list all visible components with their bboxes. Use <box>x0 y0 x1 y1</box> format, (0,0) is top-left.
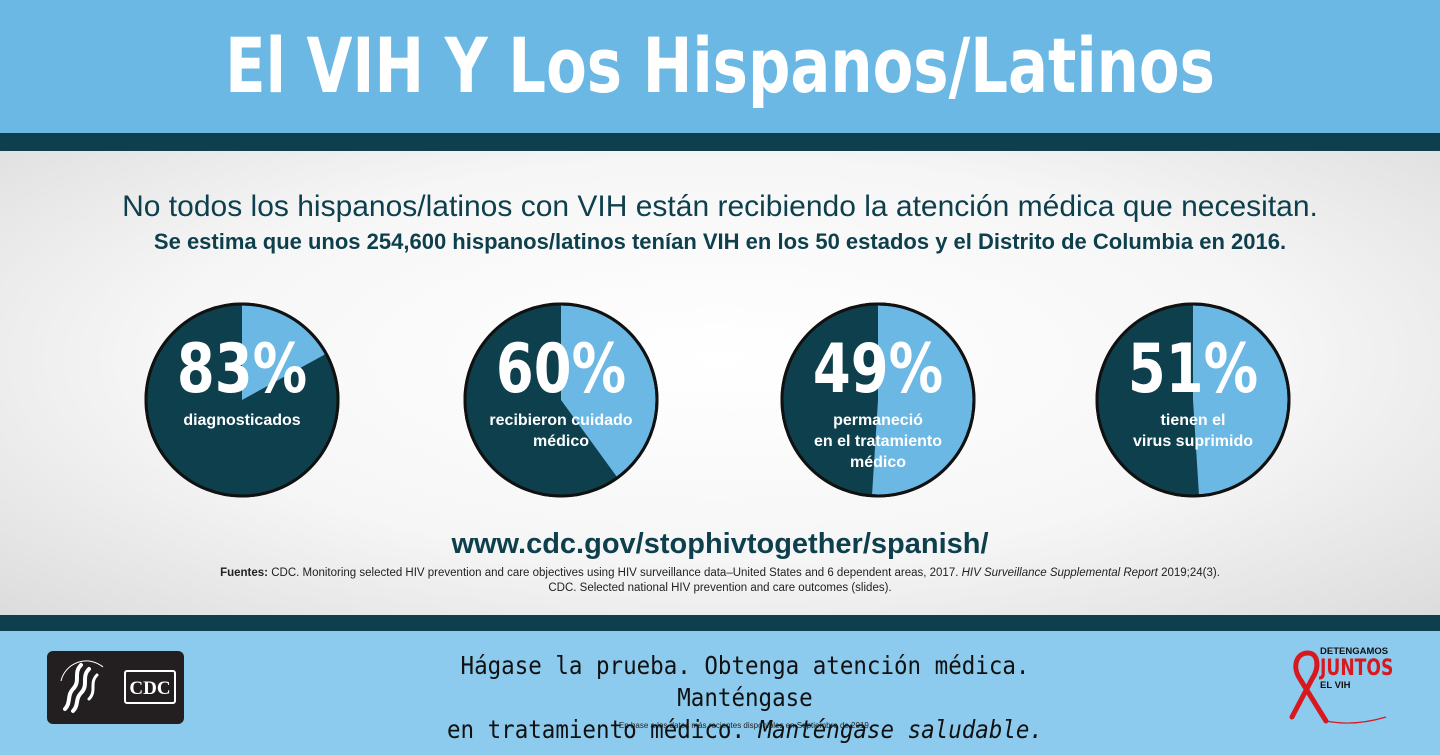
cdc-logo: CDC <box>124 670 176 704</box>
stat-percent: 83% <box>176 330 308 409</box>
stat-circle-2: 60% recibieron cuidado médico <box>458 302 664 498</box>
stat-label: tienen el virus suprimido <box>1090 410 1296 452</box>
slogan-line2-italic: Manténgase saludable. <box>758 715 1044 744</box>
pie-outline-2 <box>463 302 659 498</box>
divider-bottom <box>0 615 1440 631</box>
sources-line1-italic: HIV Surveillance Supplemental Report <box>961 567 1158 579</box>
hhs-seal-icon <box>60 660 104 713</box>
stat-label-line: médico <box>532 433 589 450</box>
stat-label-line: diagnosticados <box>183 412 301 429</box>
stat-label-line: recibieron cuidado <box>489 412 633 429</box>
slogan: Hágase la prueba. Obtenga atención médic… <box>417 650 1074 746</box>
stat-percent: 60% <box>495 330 627 409</box>
stat-circle-3: 49% permaneció en el tratamiento médico <box>775 302 981 498</box>
red-ribbon-icon <box>1289 650 1387 724</box>
pie-sector-2 <box>465 304 618 496</box>
stat-label-line: tienen el <box>1160 412 1226 429</box>
data-footnote: En base a los datos más recientes dispon… <box>618 721 872 730</box>
sources-line2: CDC. Selected national HIV prevention an… <box>548 582 892 594</box>
stat-circle-4: 51% tienen el virus suprimido <box>1090 302 1296 498</box>
pie-outline-3 <box>780 302 976 498</box>
hhs-cdc-logo: CDC <box>47 651 184 724</box>
divider-top <box>0 133 1440 151</box>
stat-label: recibieron cuidado médico <box>458 410 664 452</box>
sources-label: Fuentes: <box>220 567 268 579</box>
intro-text: No todos los hispanos/latinos con VIH es… <box>122 190 1318 223</box>
sources-line1-post: 2019;24(3). <box>1161 567 1220 579</box>
pie-outline-1 <box>144 302 340 498</box>
intro-estimate: Se estima que unos 254,600 hispanos/lati… <box>153 229 1287 254</box>
campaign-word-1: DETENGAMOS <box>1320 646 1389 657</box>
stat-circle-1: 83% diagnosticados <box>139 302 345 498</box>
pie-sector-3 <box>782 304 878 496</box>
page-title: El VIH Y Los Hispanos/Latinos <box>225 21 1215 110</box>
stat-label-line: virus suprimido <box>1132 433 1254 450</box>
footer-banner <box>0 631 1440 755</box>
campaign-logo: DETENGAMOS JUNTOS EL VIH <box>1320 647 1400 690</box>
stat-label: diagnosticados <box>139 410 345 431</box>
pie-outline-4 <box>1095 302 1291 498</box>
stat-label-line: en el tratamiento <box>813 433 943 450</box>
stat-label: permaneció en el tratamiento médico <box>775 410 981 473</box>
slogan-line1: Hágase la prueba. Obtenga atención médic… <box>460 651 1030 712</box>
stat-percent: 51% <box>1127 330 1259 409</box>
pie-sector-1 <box>146 304 338 496</box>
sources: Fuentes: CDC. Monitoring selected HIV pr… <box>0 566 1440 596</box>
stat-label-line: médico <box>849 454 906 471</box>
stat-pie-4 <box>1095 302 1291 498</box>
stat-percent: 49% <box>812 330 944 409</box>
campaign-word-2: JUNTOS <box>1320 655 1394 681</box>
stat-pie-1 <box>144 302 340 498</box>
slogan-line2-plain: en tratamiento médico. <box>446 715 745 744</box>
campaign-word-3: EL VIH <box>1320 679 1351 691</box>
website-link[interactable]: www.cdc.gov/stophivtogether/spanish/ <box>451 528 989 560</box>
stat-pie-2 <box>463 302 659 498</box>
stat-label-line: permaneció <box>833 412 923 429</box>
header-banner: El VIH Y Los Hispanos/Latinos <box>0 0 1440 133</box>
pie-sector-4 <box>1097 304 1200 496</box>
stat-pie-3 <box>780 302 976 498</box>
sources-line1-pre: CDC. Monitoring selected HIV prevention … <box>271 567 959 579</box>
